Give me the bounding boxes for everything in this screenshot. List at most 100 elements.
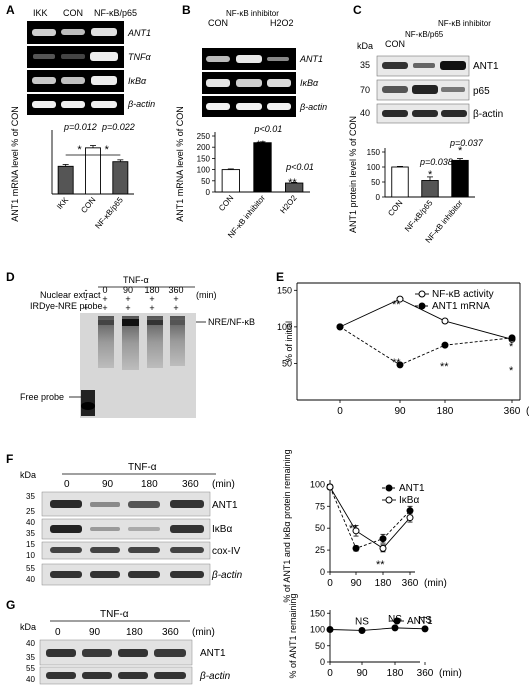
- panel-f-kda-10: 10: [26, 551, 35, 560]
- band: [90, 52, 118, 61]
- data-point: [379, 535, 387, 543]
- band: [412, 85, 438, 94]
- smear-lane: [170, 316, 185, 366]
- complex-band: [98, 320, 114, 325]
- panel-g-chart: 0 50 100 150 0 90 180 360 (min) % of ANT1 remaini…: [288, 593, 462, 679]
- x-category-label: H2O2: [278, 193, 299, 215]
- x-category-label: NF-κB/p65: [403, 198, 435, 233]
- x-unit-label: (min): [526, 406, 529, 417]
- panel-g-time-0: 0: [55, 627, 61, 638]
- data-point: [352, 527, 360, 535]
- data-point: [396, 295, 404, 303]
- x-tick-label: 180: [375, 578, 392, 589]
- data-point: [421, 625, 429, 633]
- x-tick-label: 0: [327, 668, 333, 679]
- panel-f-kda-40: 40: [26, 518, 35, 527]
- band: [91, 76, 117, 85]
- blot-f-cox: [41, 541, 211, 560]
- panel-a-lane-ikk: IKK: [33, 8, 48, 18]
- legend-label: ANT1 mRNA: [432, 301, 490, 312]
- panel-f-time-360: 360: [182, 479, 199, 490]
- x-tick-label: 180: [387, 668, 404, 679]
- x-tick-label: 180: [437, 406, 454, 417]
- y-tick-label: 150: [367, 148, 381, 157]
- band: [170, 571, 204, 578]
- band: [32, 29, 56, 36]
- p-value: p=0.012: [63, 122, 97, 132]
- y-tick-label: 0: [376, 193, 381, 202]
- x-tick-label: 90: [356, 668, 368, 679]
- panel-f-kda-35: 35: [26, 492, 35, 501]
- panel-b-gel: [202, 48, 296, 117]
- panel-d-row1-label: Nuclear extract: [40, 290, 101, 300]
- lane-time-label: -: [85, 285, 88, 295]
- smear-lane: [122, 316, 139, 370]
- panel-c-letter: C: [353, 3, 362, 17]
- x-category-label: NF-κB/p65: [93, 195, 125, 230]
- panel-c-lane-p65: NF-κB/p65: [405, 30, 444, 39]
- p-value: p<0.01: [285, 162, 314, 172]
- panel-f-letter: F: [6, 452, 13, 466]
- complex-band: [122, 319, 139, 326]
- band: [441, 110, 467, 117]
- significance-star: **: [392, 357, 401, 369]
- y-tick-label: 100: [367, 163, 381, 172]
- panel-e-chart: 50 100 150 0 90 180 360 (min) % of initial NF-κB …: [277, 282, 529, 417]
- panel-c-kda: kDa: [357, 41, 373, 51]
- legend-marker: [385, 496, 393, 504]
- y-tick-label: 100: [277, 322, 292, 332]
- series-line: [329, 627, 426, 631]
- y-axis-label: ANT1 mRNA level % of CON: [175, 106, 185, 222]
- significance-star: **: [349, 523, 358, 535]
- panel-g-blots: [39, 639, 193, 685]
- data-point: [336, 323, 344, 331]
- band: [154, 672, 186, 679]
- panel-c-band-ant1: ANT1: [473, 61, 499, 72]
- band: [236, 79, 262, 87]
- legend-label: ANT1: [407, 616, 433, 627]
- panel-b-letter: B: [182, 3, 191, 17]
- band: [90, 571, 120, 578]
- y-tick-label: 100: [310, 479, 325, 489]
- band: [382, 86, 408, 93]
- smear-lane: [98, 316, 114, 368]
- y-tick-label: 250: [197, 132, 211, 141]
- panel-g-treatment: TNF-α: [100, 609, 129, 620]
- significance-star: *: [509, 341, 514, 353]
- y-tick-label: 150: [310, 608, 325, 618]
- band: [61, 77, 85, 84]
- lane-time-label: 180: [144, 285, 159, 295]
- band: [90, 527, 120, 531]
- band: [82, 649, 112, 657]
- data-point: [358, 626, 366, 634]
- band: [32, 101, 56, 108]
- panel-f-blots: [41, 491, 211, 586]
- x-category-label: IKK: [55, 195, 71, 211]
- panel-f-treatment: TNF-α: [128, 462, 157, 473]
- data-point: [379, 544, 387, 552]
- panel-f-band-actin: β-actin: [211, 570, 243, 581]
- band: [128, 527, 160, 531]
- panel-a-lane-con: CON: [63, 8, 83, 18]
- legend-label: IκBα: [399, 495, 419, 506]
- y-tick-label: 0: [206, 188, 211, 197]
- bar: [221, 169, 240, 193]
- y-axis-label: % of ANT1 and IκBα protein remaining: [282, 449, 292, 602]
- y-tick-label: 25: [315, 545, 325, 555]
- panel-g-time-180: 180: [126, 627, 143, 638]
- panel-b-lane-inhibitor: NF-κB inhibitor: [226, 9, 279, 18]
- legend-label: NF-κB activity: [432, 289, 494, 300]
- panel-f-band-ant1: ANT1: [212, 500, 238, 511]
- significance-star: *: [77, 144, 82, 156]
- band: [412, 110, 438, 117]
- band: [91, 101, 117, 108]
- y-axis-label: ANT1 mRNA level % of CON: [10, 106, 20, 222]
- data-point: [406, 514, 414, 522]
- legend-marker: [418, 290, 426, 298]
- y-axis-label: % of ANT1 remaining: [288, 593, 298, 678]
- smear-lane: [147, 316, 163, 368]
- band: [46, 649, 76, 657]
